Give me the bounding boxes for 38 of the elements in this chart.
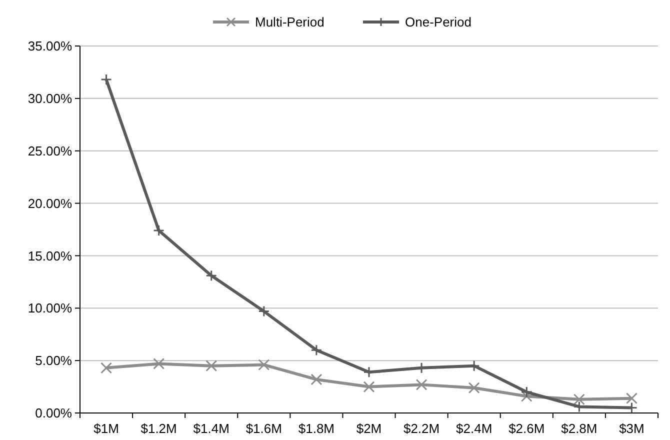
y-tick-label: 10.00% [28, 300, 72, 316]
y-tick-label: 0.00% [35, 406, 72, 421]
point [310, 374, 322, 386]
x-tick-label: $3M [619, 421, 644, 436]
x-tick-label: $2.6M [508, 421, 545, 436]
point [520, 390, 532, 402]
point [468, 382, 480, 394]
point [258, 359, 270, 371]
y-tick-label: 30.00% [28, 90, 72, 106]
point [206, 270, 218, 282]
x-tick-label: $2.8M [561, 421, 598, 436]
legend-label: Multi-Period [255, 14, 324, 30]
x-tick-label: $1.6M [246, 421, 282, 436]
point [100, 74, 112, 86]
y-tick-label: 20.00% [28, 196, 72, 211]
point [100, 362, 112, 374]
point [153, 358, 165, 370]
y-tick-label: 15.00% [28, 248, 72, 264]
x-tick-label: $2M [356, 421, 382, 436]
point [153, 224, 165, 236]
point [520, 386, 532, 398]
x-tick-label: $1.2M [140, 421, 177, 436]
y-tick-label: 25.00% [28, 143, 72, 158]
legend-label: One-Period [405, 14, 472, 30]
point [573, 394, 585, 406]
point [258, 306, 270, 318]
x-tick-label: $1M [94, 421, 119, 436]
point [310, 344, 322, 356]
point [363, 381, 375, 393]
point [626, 392, 638, 404]
point [206, 360, 218, 372]
y-tick-label: 5.00% [35, 353, 72, 368]
y-tick-label: 35.00% [28, 38, 72, 54]
x-tick-label: $2.4M [456, 421, 492, 436]
x-tick-label: $1.4M [193, 421, 230, 436]
x-tick-label: $1.8M [298, 421, 335, 436]
x-tick-label: $2.2M [403, 421, 440, 436]
point [416, 378, 428, 390]
